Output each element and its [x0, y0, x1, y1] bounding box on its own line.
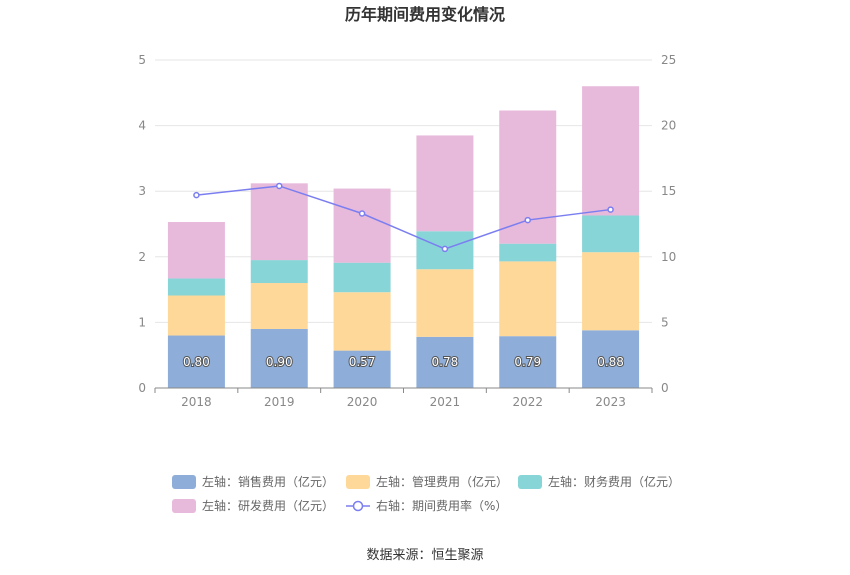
x-axis-tick-label: 2018	[181, 395, 212, 409]
left-axis-tick: 0	[138, 381, 146, 395]
data-source: 数据来源：恒生聚源	[366, 548, 483, 563]
bar-fin	[250, 260, 308, 284]
right-axis-tick: 0	[661, 381, 669, 395]
bar-fin	[499, 243, 557, 262]
bar-rd	[416, 135, 474, 232]
bar-mgmt	[582, 252, 640, 331]
bar-sales	[333, 350, 391, 388]
legend-item-line: 右轴：期间费用率（%）	[346, 498, 507, 513]
legend-swatch-sales	[172, 475, 196, 489]
legend-swatch-mgmt	[346, 475, 370, 489]
bar-rd	[167, 222, 225, 279]
left-axis-tick: 4	[138, 119, 146, 133]
legend-item-mgmt: 左轴：管理费用（亿元）	[346, 474, 508, 489]
legend-item-rd: 左轴：研发费用（亿元）	[172, 498, 334, 513]
bars-layer: 0.80 0.90 0.57 0.78 0.79 0.88	[167, 86, 640, 388]
bar-sales	[499, 336, 557, 388]
bar-mgmt	[250, 283, 308, 329]
legend: 左轴：销售费用（亿元） 左轴：管理费用（亿元） 左轴：财务费用（亿元） 左轴：研发费用…	[172, 474, 680, 513]
legend-label-line: 右轴：期间费用率（%）	[376, 498, 507, 513]
bar-mgmt	[167, 295, 225, 336]
line-point	[276, 182, 283, 190]
right-axis-tick: 15	[661, 184, 676, 198]
bar-fin	[582, 215, 640, 253]
right-axis-tick: 10	[661, 250, 676, 264]
line-point	[607, 206, 614, 213]
x-axis-tick-label: 2022	[512, 395, 543, 409]
bar-sales	[582, 330, 640, 388]
bar-mgmt	[416, 269, 474, 337]
legend-label-mgmt: 左轴：管理费用（亿元）	[376, 474, 508, 489]
legend-item-fin: 左轴：财务费用（亿元）	[518, 474, 680, 489]
left-axis-tick: 3	[138, 184, 146, 198]
chart-title: 历年期间费用变化情况	[345, 5, 505, 24]
bar-rd	[333, 188, 391, 263]
bar-rd	[499, 110, 557, 244]
line-expense-ratio	[196, 185, 611, 250]
line-point	[441, 245, 449, 253]
legend-label-rd: 左轴：研发费用（亿元）	[202, 498, 334, 513]
bar-sales	[416, 336, 474, 388]
bar-data-label: 0.88	[597, 355, 624, 369]
bar-rd	[582, 86, 640, 216]
bar-fin	[167, 278, 225, 296]
bar-fin	[333, 262, 391, 293]
legend-swatch-rd	[172, 499, 196, 513]
bar-mgmt	[499, 261, 557, 337]
x-axis-tick-label: 2023	[595, 395, 626, 409]
legend-label-fin: 左轴：财务费用（亿元）	[548, 474, 680, 489]
bar-data-label: 0.90	[266, 355, 293, 369]
axis-layer: 0 1 2 3 4 5 0 5 10 15 20 25 2018 2019 2020 2021 2022 2023	[138, 53, 676, 409]
x-axis-tick-label: 2021	[430, 395, 461, 409]
right-axis-tick: 5	[661, 315, 669, 329]
legend-line-marker	[352, 500, 364, 512]
line-point	[358, 210, 366, 217]
left-axis-tick: 1	[138, 315, 146, 329]
bar-sales	[250, 328, 308, 388]
legend-label-sales: 左轴：销售费用（亿元）	[202, 474, 334, 489]
x-axis-tick-label: 2020	[347, 395, 378, 409]
bar-sales	[167, 335, 225, 388]
bar-data-label: 0.80	[183, 355, 210, 369]
right-axis-tick: 20	[661, 119, 676, 133]
line-point	[193, 191, 200, 199]
bar-data-label: 0.78	[432, 355, 459, 369]
line-layer	[193, 182, 614, 253]
line-point	[524, 216, 531, 224]
left-axis-tick: 5	[138, 53, 146, 67]
left-axis-tick: 2	[138, 250, 146, 264]
bar-mgmt	[333, 292, 391, 351]
bar-data-label: 0.57	[349, 355, 376, 369]
x-axis-tick-label: 2019	[264, 395, 295, 409]
legend-swatch-fin	[518, 475, 542, 489]
bar-rd	[250, 183, 308, 261]
legend-item-sales: 左轴：销售费用（亿元）	[172, 474, 334, 489]
bar-data-label: 0.79	[514, 355, 541, 369]
right-axis-tick: 25	[661, 53, 676, 67]
